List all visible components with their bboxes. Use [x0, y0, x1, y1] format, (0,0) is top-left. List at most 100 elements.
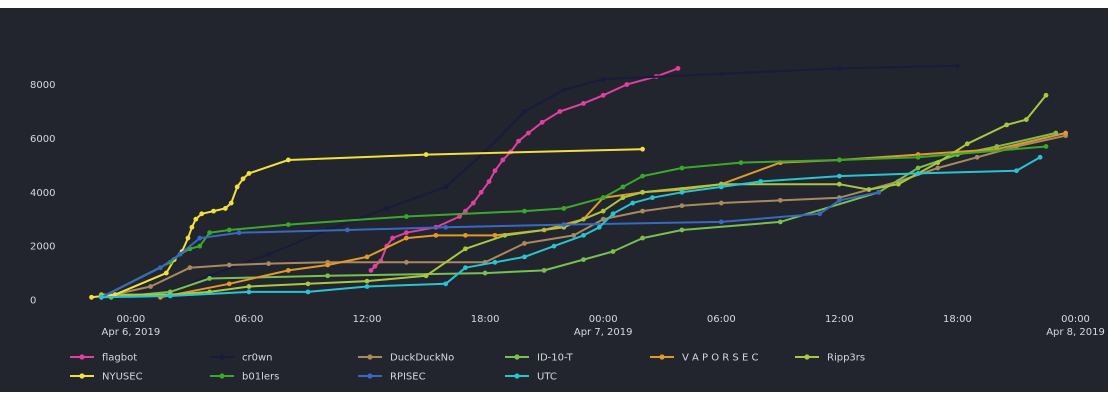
data-point: [222, 206, 228, 211]
data-point: [463, 208, 468, 214]
data-point: [836, 197, 842, 203]
data-point: [522, 208, 527, 214]
data-point: [167, 293, 173, 299]
data-point: [240, 176, 246, 182]
legend-swatch-marker: [79, 373, 85, 379]
legend-item-v-a-p-o-r-s-e-c[interactable]: V A P O R S E C: [650, 353, 758, 364]
data-point: [522, 109, 527, 114]
legend-item-utc[interactable]: UTC: [505, 372, 557, 383]
data-point: [624, 82, 630, 87]
data-point: [866, 187, 872, 192]
y-tick-label: 4000: [30, 188, 55, 199]
data-point: [364, 254, 370, 260]
data-point: [443, 184, 449, 190]
legend-item-duckduckno[interactable]: DuckDuckNo: [358, 353, 454, 364]
data-point: [177, 251, 183, 257]
data-point: [368, 267, 374, 273]
data-point: [1037, 154, 1043, 160]
legend-item-id-10-t[interactable]: ID-10-T: [505, 353, 574, 364]
data-point: [581, 257, 586, 263]
data-point: [817, 211, 823, 217]
data-point: [675, 65, 681, 71]
plot-area: [89, 63, 1069, 300]
data-point: [492, 259, 498, 265]
data-point: [423, 152, 429, 157]
data-point: [551, 243, 557, 249]
data-point: [620, 195, 626, 201]
data-point: [443, 281, 449, 287]
legend-label: UTC: [537, 372, 557, 383]
data-point: [228, 200, 234, 206]
data-point: [561, 222, 567, 227]
data-point: [89, 294, 94, 300]
x-tick-label: 00:00 Apr 6, 2019: [102, 314, 161, 338]
y-tick-label: 6000: [30, 134, 55, 145]
data-point: [964, 141, 970, 147]
legend-label: cr0wn: [242, 353, 273, 364]
data-point: [226, 262, 232, 268]
data-point: [557, 109, 563, 114]
data-point: [158, 265, 163, 271]
data-point: [443, 224, 449, 230]
data-point: [1063, 130, 1069, 136]
data-point: [718, 71, 724, 77]
data-point: [516, 138, 521, 144]
data-point: [423, 273, 429, 279]
legend-item-cr0wn[interactable]: cr0wn: [210, 353, 273, 364]
series-line-utc: [101, 156, 1041, 299]
data-point: [571, 232, 577, 238]
data-point: [207, 276, 213, 281]
data-point: [836, 173, 842, 179]
legend-label: DuckDuckNo: [390, 353, 454, 364]
data-point: [492, 168, 498, 174]
series-line-ripp3rs: [101, 94, 1047, 296]
data-point: [738, 160, 744, 166]
data-point: [836, 181, 842, 187]
data-point: [915, 154, 921, 160]
data-point: [679, 227, 685, 233]
legend-swatch-marker: [367, 373, 373, 379]
legend-swatch-marker: [514, 373, 520, 379]
legend-item-ripp3rs[interactable]: Ripp3rs: [795, 353, 865, 364]
data-point: [187, 265, 193, 271]
x-tick-label: 18:00: [943, 314, 972, 325]
legend-item-b01lers[interactable]: b01lers: [210, 372, 279, 383]
data-point: [325, 262, 331, 268]
legend-label: Ripp3rs: [827, 353, 865, 364]
data-point: [777, 197, 783, 203]
data-point: [285, 157, 291, 163]
data-point: [463, 246, 468, 252]
data-point: [364, 278, 370, 284]
data-point: [974, 154, 980, 160]
legend-item-nyusec[interactable]: NYUSEC: [70, 372, 143, 383]
data-point: [1043, 92, 1049, 98]
x-tick-label: 06:00: [235, 314, 264, 325]
data-point: [470, 200, 476, 206]
data-point: [581, 100, 586, 106]
legend-item-flagbot[interactable]: flagbot: [70, 353, 137, 364]
data-point: [384, 206, 390, 211]
x-tick-label: 12:00: [825, 314, 854, 325]
legend-label: NYUSEC: [102, 372, 143, 383]
data-point: [915, 165, 921, 171]
data-point: [344, 227, 350, 233]
line-chart: 0 2000 4000 6000 8000 00:00 Apr 6, 2019 06:00 1…: [30, 63, 1105, 383]
data-point: [463, 232, 468, 238]
data-point: [600, 208, 606, 214]
data-point: [266, 251, 272, 257]
data-point: [1043, 144, 1049, 149]
legend-swatch-marker: [79, 354, 85, 360]
legend-swatch-marker: [804, 354, 810, 360]
data-point: [197, 243, 203, 249]
data-point: [561, 206, 567, 211]
data-point: [185, 235, 191, 241]
data-point: [226, 281, 232, 287]
series-line-duckduckno: [101, 134, 1066, 299]
data-point: [610, 249, 616, 254]
data-point: [526, 130, 531, 136]
data-point: [305, 289, 311, 295]
data-point: [372, 263, 378, 269]
data-point: [600, 216, 606, 222]
legend-item-rpisec[interactable]: RPISEC: [358, 372, 426, 383]
x-tick-label: 18:00: [471, 314, 500, 325]
